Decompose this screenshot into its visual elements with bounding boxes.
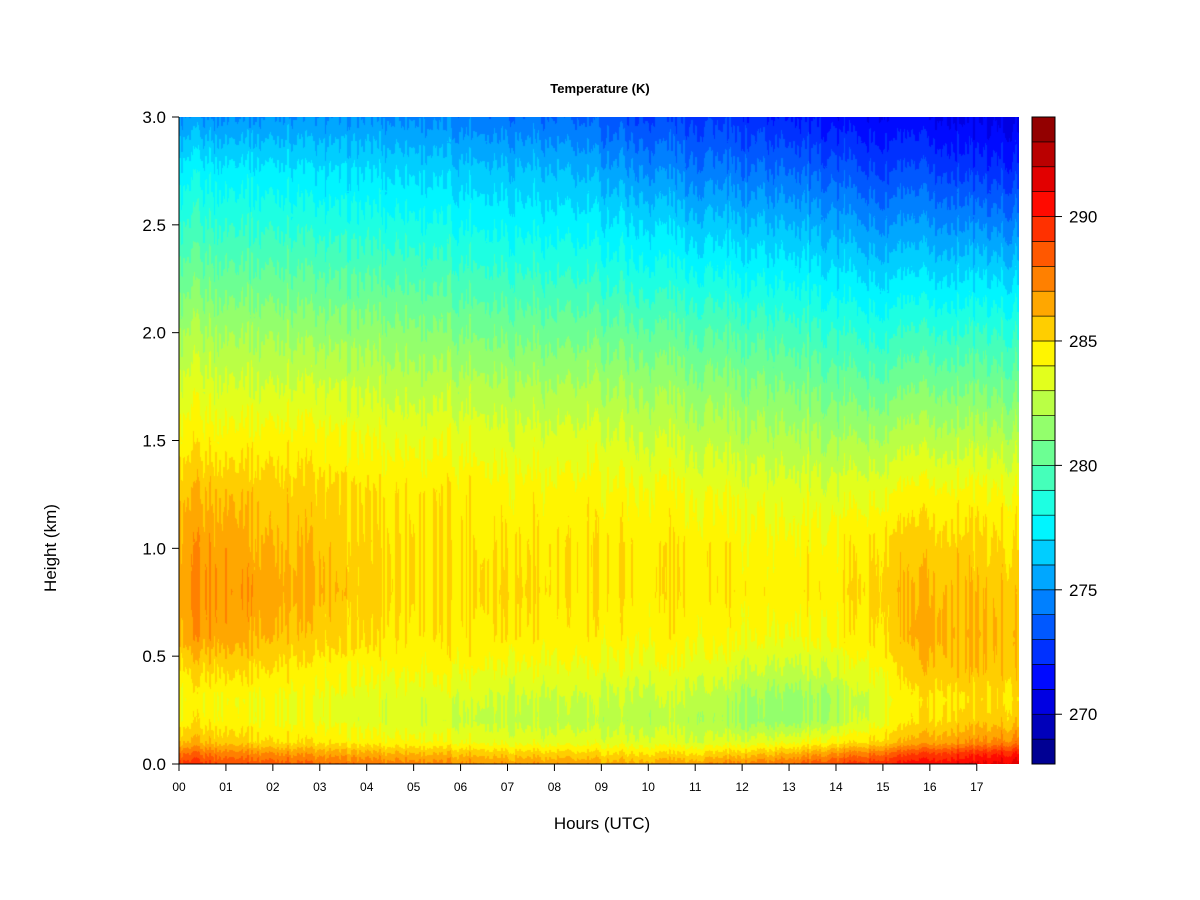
y-tick-label: 2.5 (142, 216, 166, 235)
colorbar-level (1031, 514, 1056, 541)
colorbar-level (1031, 713, 1056, 740)
x-tick-label: 16 (923, 780, 937, 794)
colorbar-level (1031, 589, 1056, 615)
y-axis-label: Height (km) (41, 504, 60, 592)
x-axis-label: Hours (UTC) (554, 814, 650, 833)
colorbar: 270 275 280 285 290 (1031, 116, 1097, 765)
colorbar-level (1031, 639, 1056, 665)
colorbar-level (1031, 116, 1056, 143)
x-tick-label: 06 (454, 780, 468, 794)
colorbar-level (1031, 738, 1056, 765)
colorbar-tick-label: 280 (1069, 456, 1097, 475)
y-tick-label: 3.0 (142, 108, 166, 127)
colorbar-tick-label: 275 (1069, 581, 1097, 600)
y-tick-label: 1.5 (142, 432, 166, 451)
x-tick-label: 10 (642, 780, 656, 794)
colorbar-level (1031, 216, 1056, 242)
colorbar-level (1031, 315, 1056, 342)
x-tick-label: 05 (407, 780, 421, 794)
x-tick-label: 03 (313, 780, 327, 794)
x-tick-label: 04 (360, 780, 374, 794)
colorbar-level (1031, 290, 1056, 317)
colorbar-level (1031, 465, 1056, 491)
chart-title: Temperature (K) (550, 81, 649, 96)
colorbar-level (1031, 614, 1056, 640)
colorbar-level (1031, 365, 1056, 392)
x-tick-label: 12 (735, 780, 749, 794)
colorbar-level (1031, 689, 1056, 715)
x-tick-label: 01 (219, 780, 233, 794)
x-tick-label: 07 (501, 780, 515, 794)
x-tick-label: 13 (782, 780, 796, 794)
colorbar-level (1031, 489, 1056, 516)
y-tick-label: 1.0 (142, 539, 166, 558)
colorbar-level (1031, 166, 1056, 192)
colorbar-level (1031, 241, 1056, 267)
x-tick-label: 00 (172, 780, 186, 794)
colorbar-level (1031, 191, 1056, 217)
colorbar-level (1031, 564, 1056, 591)
colorbar-frame (1031, 116, 1056, 765)
x-tick-label: 15 (876, 780, 890, 794)
x-tick-label: 11 (689, 780, 702, 794)
heatmap-image (179, 117, 1019, 764)
y-tick-label: 0.5 (142, 647, 166, 666)
colorbar-level (1031, 266, 1056, 292)
x-axis: 00 01 02 03 04 05 06 07 08 09 10 11 12 13 14 15 16 17 (172, 763, 984, 794)
colorbar-level (1031, 340, 1056, 367)
colorbar-tick-label: 270 (1069, 705, 1097, 724)
x-tick-label: 02 (266, 780, 280, 794)
colorbar-level (1031, 440, 1056, 466)
y-tick-label: 2.0 (142, 324, 166, 343)
y-axis: 0.0 0.5 1.0 1.5 2.0 2.5 3.0 (142, 108, 180, 774)
x-tick-label: 09 (595, 780, 609, 794)
colorbar-level (1031, 664, 1056, 690)
colorbar-level (1031, 539, 1056, 566)
x-tick-label: 17 (970, 780, 984, 794)
y-tick-label: 0.0 (142, 755, 166, 774)
colorbar-tick-label: 290 (1069, 208, 1097, 227)
colorbar-level (1031, 415, 1056, 441)
colorbar-tick-label: 285 (1069, 332, 1097, 351)
colorbar-level (1031, 141, 1056, 168)
heatmap-plot-area (179, 117, 1019, 764)
x-tick-label: 14 (829, 780, 843, 794)
x-tick-label: 08 (548, 780, 562, 794)
colorbar-level (1031, 390, 1056, 416)
